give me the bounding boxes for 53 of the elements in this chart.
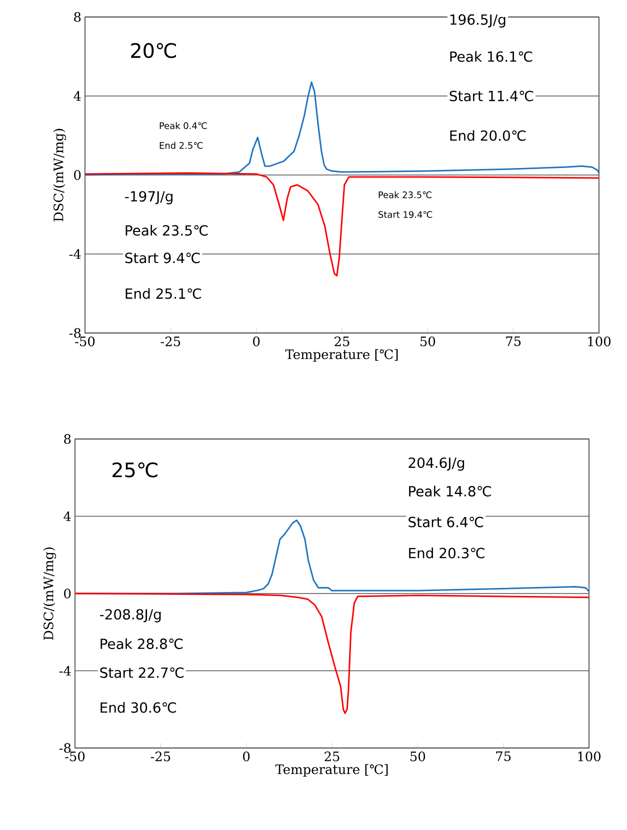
x-axis-title: Temperature [℃]	[285, 349, 398, 362]
y-tick-label: 0	[74, 170, 81, 180]
x-tick-label: 100	[578, 752, 600, 762]
x-tick-label: 25	[334, 336, 350, 346]
x-tick-label: 50	[420, 336, 436, 346]
x-tick-label: -50	[75, 336, 95, 346]
y-tick-label: 8	[64, 434, 71, 444]
annotation: Start 19.4℃	[378, 211, 432, 218]
x-tick-label: 0	[243, 752, 250, 762]
y-tick-label: -4	[59, 666, 71, 676]
annotation: Peak 16.1℃	[450, 51, 532, 62]
annotation: End 20.3℃	[409, 548, 484, 558]
y-tick-label: -8	[59, 743, 71, 753]
y-tick-label: 8	[74, 12, 81, 22]
x-tick-label: 0	[253, 336, 260, 346]
x-tick-label: 50	[410, 752, 426, 762]
y-tick-label: -4	[69, 249, 81, 259]
annotation: End 2.5℃	[160, 142, 203, 149]
y-axis-title: DSC/(mW/mg)	[43, 547, 56, 640]
y-tick-label: 4	[64, 511, 71, 522]
annotation: 196.5J/g	[450, 14, 506, 28]
y-tick-label: 0	[64, 588, 71, 598]
annotation: -197J/g	[125, 191, 172, 204]
annotation: -208.8J/g	[100, 609, 161, 622]
line-series	[84, 172, 600, 276]
x-tick-label: -25	[160, 336, 180, 346]
annotation: Start 11.4℃	[450, 90, 534, 102]
annotation: Peak 0.4℃	[160, 122, 207, 130]
y-axis-title: DSC/(mW/mg)	[53, 128, 66, 222]
x-tick-label: 75	[496, 752, 511, 762]
x-tick-label: 25	[324, 752, 340, 762]
x-tick-label: 75	[506, 336, 521, 346]
x-axis-title: Temperature [℃]	[275, 764, 388, 777]
text: 20℃	[131, 43, 176, 58]
annotation: Peak 28.8℃	[100, 638, 183, 650]
annotation: Peak 23.5℃	[126, 224, 208, 236]
text: 25℃	[112, 462, 158, 478]
x-tick-label: -25	[150, 752, 170, 762]
x-tick-label: -50	[65, 752, 85, 762]
line-series	[74, 592, 590, 714]
y-tick-label: 4	[74, 91, 81, 101]
annotation: Start 9.4℃	[125, 252, 200, 264]
annotation: End 25.1℃	[126, 288, 202, 299]
annotation: Peak 23.5℃	[378, 191, 432, 198]
annotation: Peak 14.8℃	[409, 486, 491, 497]
x-tick-label: 100	[588, 336, 610, 346]
annotation: End 20.0℃	[450, 130, 526, 141]
line-series	[84, 81, 600, 176]
annotation: Start 22.7℃	[100, 667, 184, 678]
annotation: End 30.6℃	[100, 702, 176, 713]
annotation: 204.6J/g	[408, 457, 464, 471]
y-tick-label: -8	[69, 328, 81, 338]
annotation: Start 6.4℃	[408, 516, 484, 528]
